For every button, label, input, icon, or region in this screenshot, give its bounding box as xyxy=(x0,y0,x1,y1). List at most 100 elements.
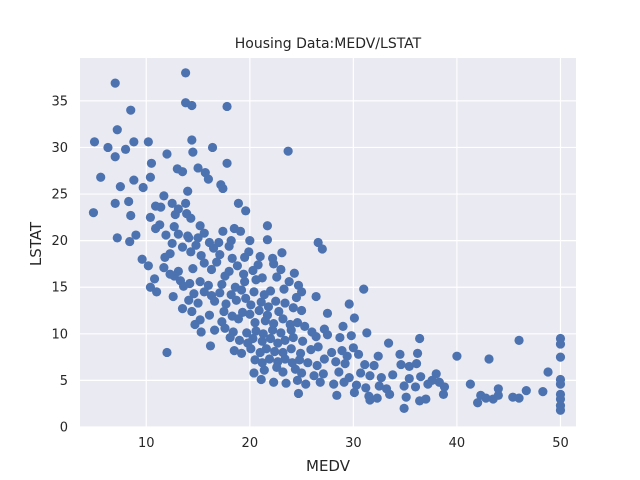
data-point xyxy=(555,379,566,389)
data-point xyxy=(96,172,106,182)
data-point xyxy=(145,212,156,222)
data-point xyxy=(255,251,265,262)
data-point xyxy=(165,269,175,279)
data-point xyxy=(112,125,122,135)
data-point xyxy=(188,147,198,157)
data-point xyxy=(129,137,139,147)
data-point xyxy=(89,137,100,147)
data-point xyxy=(395,349,405,359)
data-point xyxy=(543,367,553,377)
data-point xyxy=(170,209,180,220)
data-point xyxy=(143,137,153,147)
data-point xyxy=(196,250,206,261)
data-point xyxy=(248,265,258,276)
data-point xyxy=(404,373,414,384)
data-point xyxy=(278,367,288,377)
data-point xyxy=(215,288,225,298)
data-point xyxy=(173,229,183,239)
data-point xyxy=(189,289,199,299)
data-point xyxy=(555,339,566,349)
data-point xyxy=(249,368,259,378)
data-point xyxy=(271,296,281,306)
data-point xyxy=(373,351,383,361)
data-point xyxy=(203,280,214,290)
data-point xyxy=(278,314,288,324)
data-point xyxy=(281,378,291,388)
data-point xyxy=(204,310,215,320)
data-point xyxy=(351,380,362,390)
data-point xyxy=(348,343,358,353)
data-point xyxy=(311,291,321,302)
data-point xyxy=(212,257,222,267)
data-point xyxy=(374,381,384,391)
data-point xyxy=(410,382,421,392)
y-tick-label: 30 xyxy=(51,141,68,156)
data-point xyxy=(207,142,218,153)
data-point xyxy=(280,354,290,364)
data-point xyxy=(231,295,241,305)
data-point xyxy=(124,196,134,207)
data-point xyxy=(439,382,450,392)
data-point xyxy=(178,281,189,291)
data-point xyxy=(346,331,356,341)
data-point xyxy=(149,274,160,284)
data-point xyxy=(319,354,329,364)
data-point xyxy=(311,332,321,342)
data-point xyxy=(177,242,188,252)
data-point xyxy=(162,347,172,358)
data-point xyxy=(484,354,494,364)
data-point xyxy=(195,277,205,287)
data-point xyxy=(555,352,566,362)
data-point xyxy=(309,371,319,381)
data-point xyxy=(452,351,462,361)
data-point xyxy=(224,241,234,251)
data-point xyxy=(274,306,284,317)
x-tick-labels: 10 20 30 40 50 xyxy=(138,436,569,451)
data-point xyxy=(521,386,531,396)
data-point xyxy=(257,358,267,368)
data-point xyxy=(317,244,327,254)
data-point xyxy=(514,393,524,403)
y-tick-label: 15 xyxy=(51,281,68,296)
data-point xyxy=(538,386,548,397)
data-point xyxy=(401,392,411,402)
y-tick-label: 20 xyxy=(51,234,68,249)
data-point xyxy=(288,332,298,343)
plot-area xyxy=(80,58,576,427)
data-point xyxy=(481,393,491,403)
data-point xyxy=(167,198,177,208)
data-point xyxy=(268,325,278,335)
data-point xyxy=(138,182,148,193)
data-point xyxy=(186,247,196,257)
data-point xyxy=(493,384,503,394)
data-point xyxy=(335,332,345,343)
data-point xyxy=(261,344,271,354)
data-point xyxy=(286,344,296,354)
data-point xyxy=(555,400,566,411)
data-point xyxy=(181,68,191,78)
data-point xyxy=(156,202,166,212)
data-point xyxy=(225,332,235,343)
data-point xyxy=(301,379,311,389)
x-tick-label: 20 xyxy=(242,436,259,451)
data-point xyxy=(465,379,475,389)
data-point xyxy=(187,306,197,317)
data-point xyxy=(329,379,339,389)
x-tick-label: 50 xyxy=(552,436,569,451)
x-axis-label: MEDV xyxy=(306,457,351,475)
data-point xyxy=(205,341,216,351)
data-point xyxy=(215,250,225,260)
data-point xyxy=(291,292,302,303)
data-point xyxy=(172,164,182,174)
y-tick-label: 35 xyxy=(51,94,68,109)
data-point xyxy=(270,346,280,357)
data-point xyxy=(110,78,120,88)
data-point xyxy=(396,359,406,370)
data-point xyxy=(190,319,200,330)
data-point xyxy=(183,186,193,196)
data-point xyxy=(263,302,274,312)
data-point xyxy=(306,345,316,355)
data-point xyxy=(145,172,156,182)
data-point xyxy=(365,371,375,381)
data-point xyxy=(353,349,364,359)
